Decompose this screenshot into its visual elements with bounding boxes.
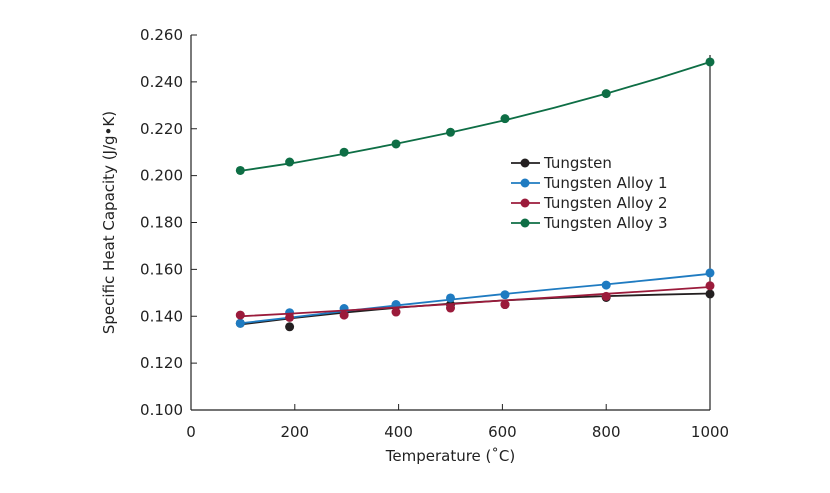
legend-label: Tungsten Alloy 1 [543,174,668,192]
x-tick-label: 0 [186,423,196,441]
y-tick-label: 0.220 [140,120,183,138]
series-line [240,61,711,172]
y-tick-label: 0.140 [140,307,183,325]
series-line [240,286,711,318]
data-point [705,57,715,67]
data-point [705,289,715,299]
x-axis-title: Temperature (˚C) [385,447,515,465]
legend-item: Tungsten [511,154,612,172]
y-tick-label: 0.260 [140,26,183,44]
x-tick-label: 800 [592,423,621,441]
legend-label: Tungsten [543,154,612,172]
series-tungsten [235,289,715,332]
data-point [500,300,510,310]
data-point [285,312,295,322]
data-point [285,322,295,332]
data-point [705,268,715,278]
data-point [500,290,510,300]
legend-label: Tungsten Alloy 3 [543,214,668,232]
data-point [601,89,611,99]
legend-marker [520,218,530,228]
data-point [285,157,295,167]
data-point [235,318,245,328]
x-tick-label: 200 [280,423,309,441]
series-tungsten-alloy-3 [235,57,715,175]
data-point [601,280,611,290]
data-point [339,147,349,157]
legend-marker [520,198,530,208]
x-tick-label: 600 [488,423,517,441]
data-point [235,165,245,175]
legend-marker [520,178,530,188]
legend-marker [520,158,530,168]
legend: Tungsten Tungsten Alloy 1 Tungsten Alloy 2… [511,154,668,232]
data-point [446,293,455,303]
series-line [240,292,711,326]
y-axis-title: Specific Heat Capacity (J/g•K) [100,111,118,334]
x-axis-ticks: 0 200 400 600 800 1000 [186,404,729,441]
data-point [705,281,715,291]
x-tick-label: 1000 [691,423,729,441]
data-point [391,307,401,317]
series-tungsten-alloy-1 [235,268,715,328]
legend-label: Tungsten Alloy 2 [543,194,668,212]
data-point [500,114,510,124]
plot-area [235,57,715,332]
legend-item: Tungsten Alloy 1 [511,174,668,192]
y-tick-label: 0.120 [140,354,183,372]
data-point [446,303,455,313]
y-tick-label: 0.200 [140,167,183,185]
data-point [339,310,349,320]
legend-item: Tungsten Alloy 2 [511,194,668,212]
y-tick-label: 0.160 [140,260,183,278]
y-tick-label: 0.100 [140,401,183,419]
data-point [391,139,401,149]
x-tick-label: 400 [384,423,413,441]
y-axis-ticks: 0.100 0.120 0.140 0.160 0.180 0.200 0.220 0.240… [140,26,197,419]
data-point [235,310,245,320]
data-point [601,291,611,301]
y-tick-label: 0.240 [140,73,183,91]
series-tungsten-alloy-2 [235,281,715,322]
data-point [446,127,455,137]
series-line [240,272,711,325]
legend-item: Tungsten Alloy 3 [511,214,668,232]
y-tick-label: 0.180 [140,214,183,232]
